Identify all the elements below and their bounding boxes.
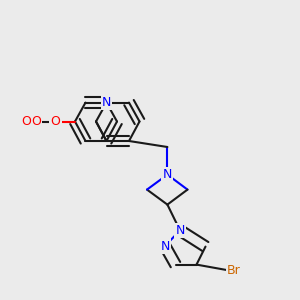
Text: N: N [163,168,172,181]
Text: Br: Br [227,263,241,277]
Text: N: N [160,239,170,253]
Text: N: N [102,96,111,109]
Text: N: N [175,224,185,237]
Text: O: O [22,115,32,128]
Text: O: O [51,115,60,128]
Text: O: O [31,115,41,128]
